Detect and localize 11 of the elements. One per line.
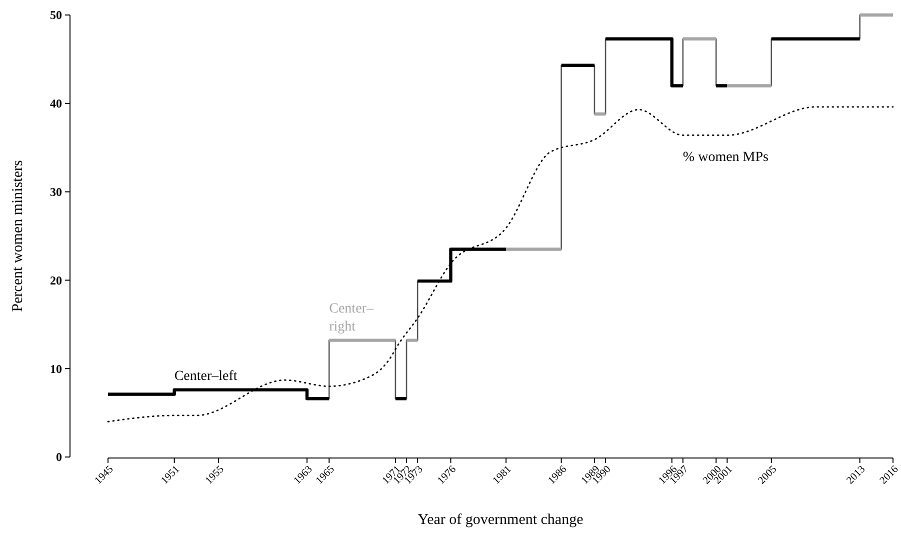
y-tick-label: 20 [50,273,62,288]
y-tick-label: 50 [50,8,62,22]
y-axis-title: Percent women ministers [10,160,26,312]
annotation: Center–left [174,368,238,384]
x-axis-title: Year of government change [418,512,584,528]
y-tick-label: 0 [56,450,62,464]
y-tick-label: 40 [50,96,62,111]
y-tick-label: 30 [50,185,62,199]
annotation: Center– right [329,301,374,334]
annotation: % women MPs [682,150,768,166]
y-tick-label: 10 [50,362,62,376]
